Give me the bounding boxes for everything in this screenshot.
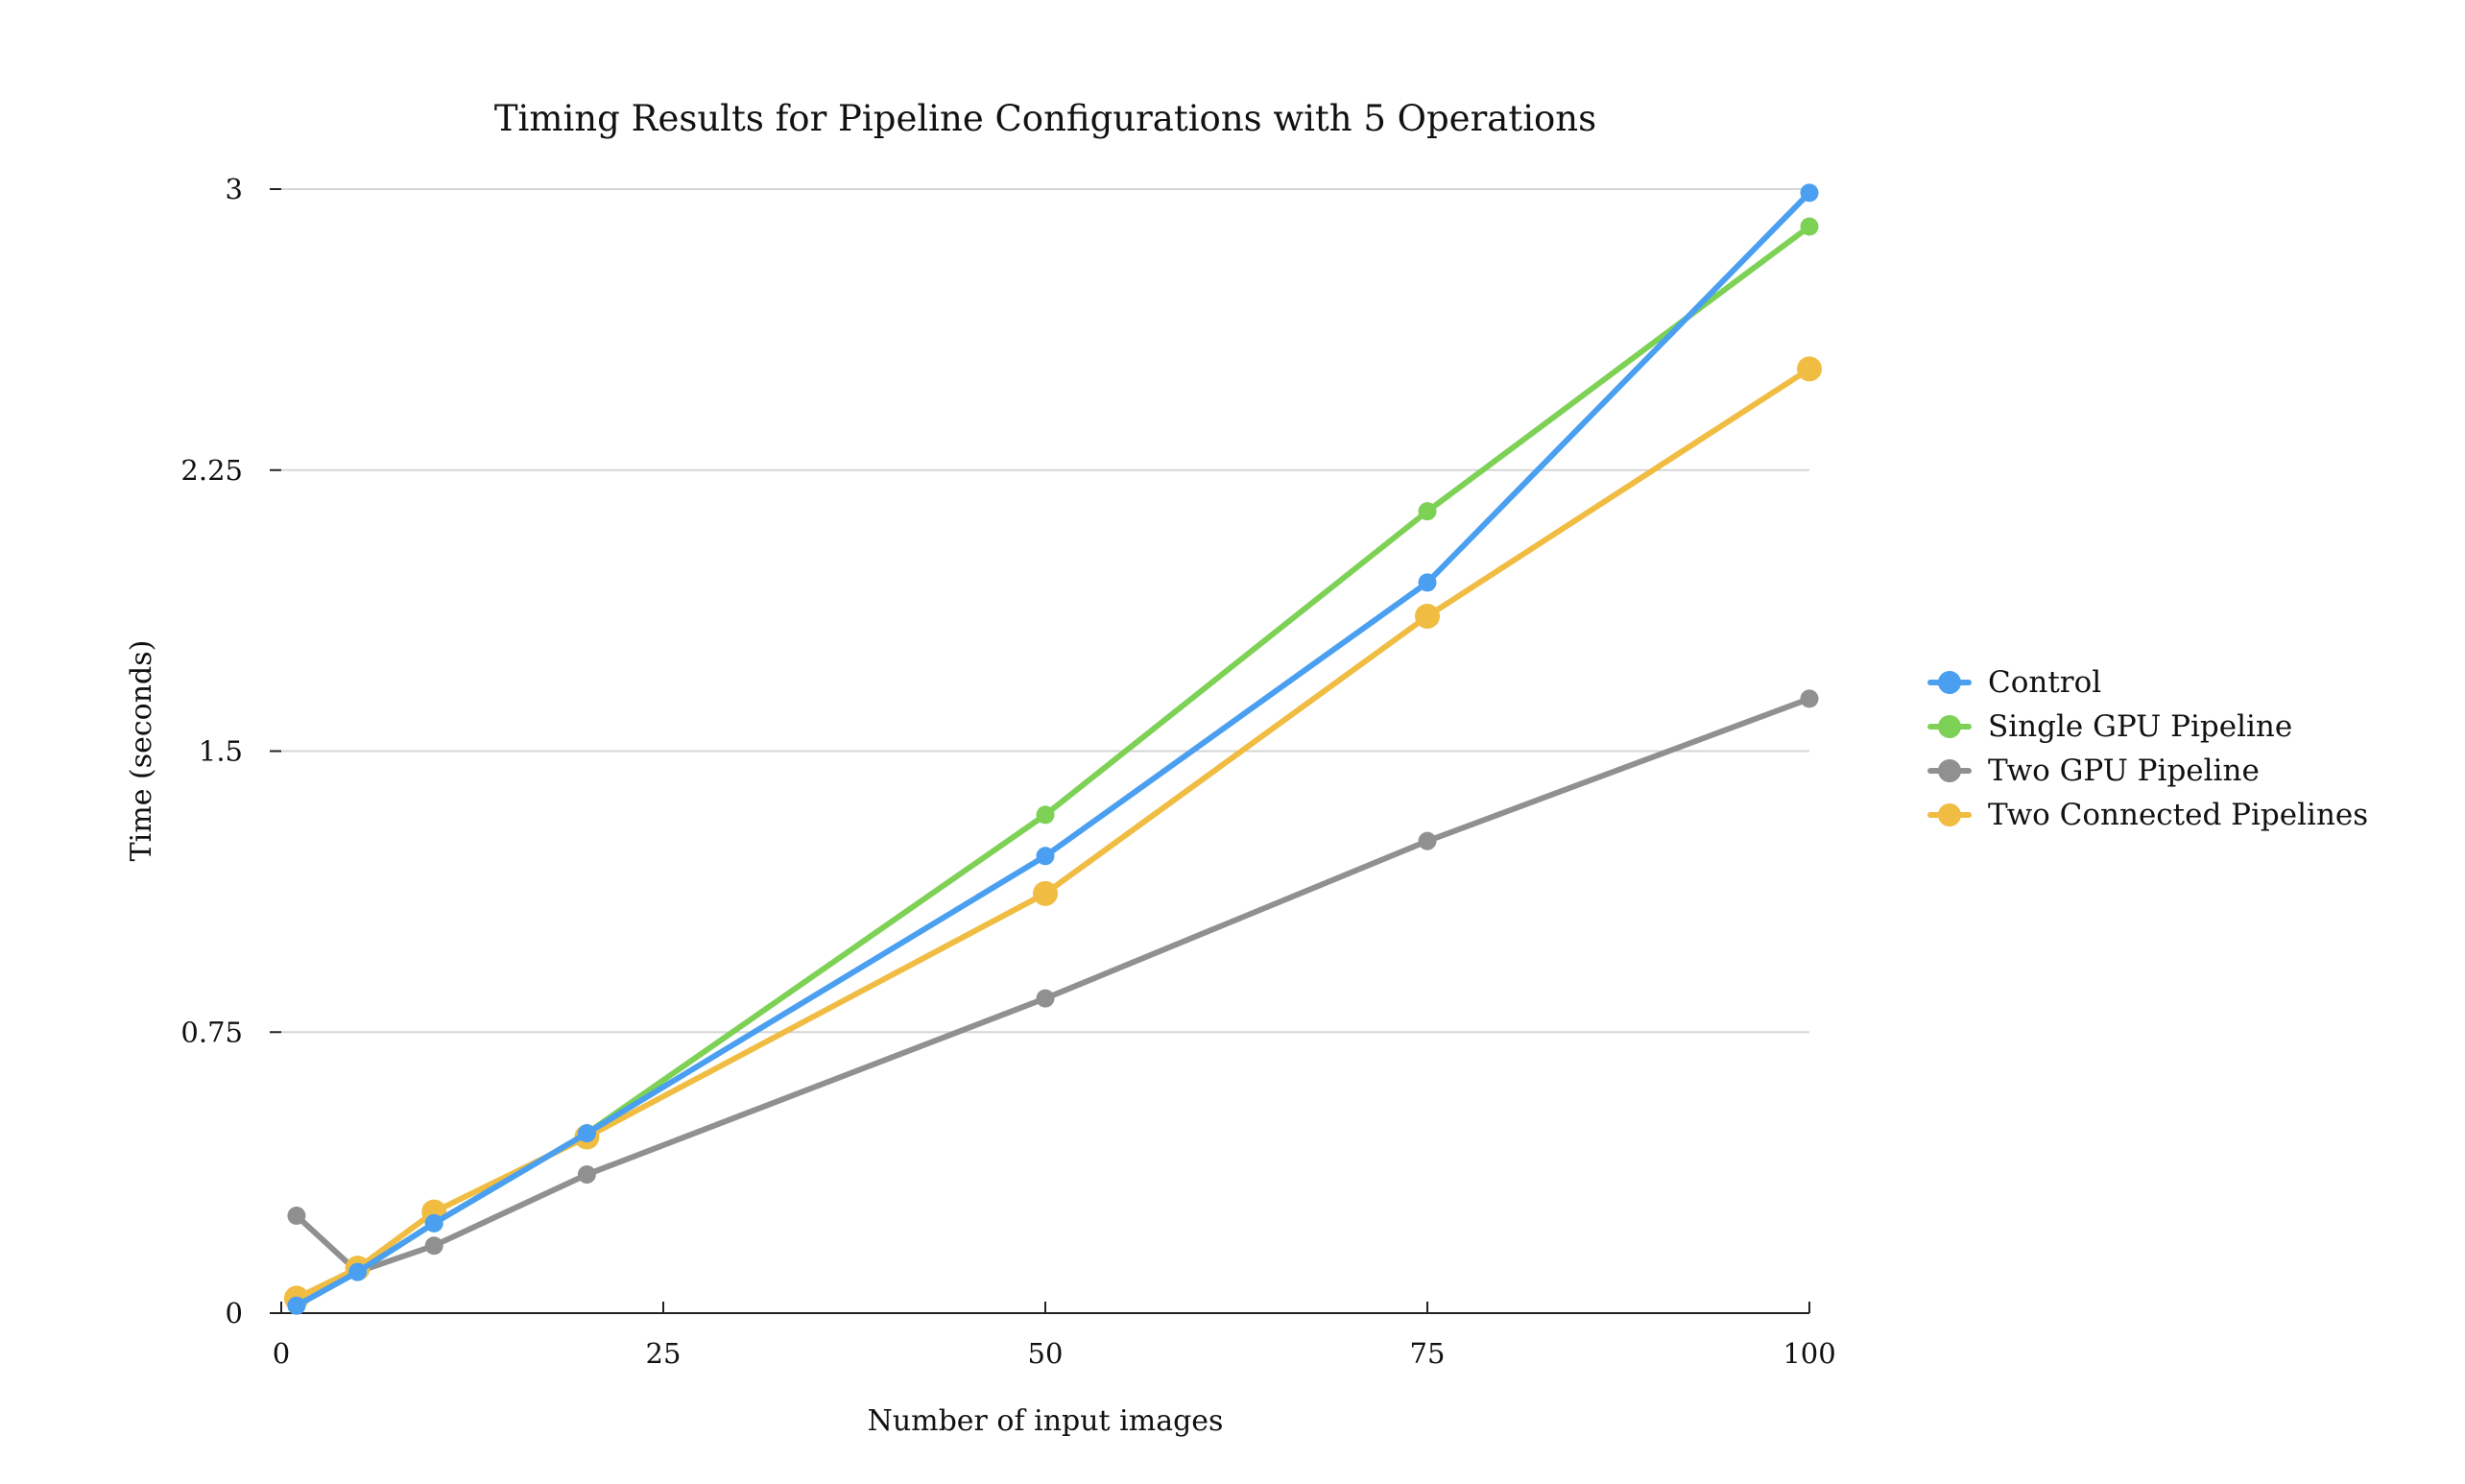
series-line <box>293 189 1812 1309</box>
series-line <box>293 366 1812 1302</box>
series-single-gpu-pipeline <box>287 217 1819 1315</box>
data-point <box>1797 356 1822 382</box>
x-tick-label: 25 <box>646 1337 682 1370</box>
data-point <box>424 1213 443 1233</box>
x-tick-label: 100 <box>1783 1337 1835 1370</box>
data-point <box>1418 573 1437 592</box>
data-point <box>1800 183 1819 203</box>
data-point <box>1800 689 1819 708</box>
legend-marker <box>1938 671 1961 694</box>
series-layer <box>283 183 1822 1315</box>
x-tick-label: 0 <box>273 1337 290 1370</box>
data-point <box>577 1165 596 1185</box>
data-point <box>287 1296 306 1315</box>
series-control <box>287 183 1819 1315</box>
legend-marker <box>1938 759 1961 782</box>
label-layer: Timing Results for Pipeline Configuratio… <box>125 98 1596 1438</box>
legend-label: Two Connected Pipelines <box>1988 798 2368 832</box>
x-tick-label: 75 <box>1410 1337 1446 1370</box>
data-point <box>424 1236 443 1256</box>
data-point <box>1800 217 1819 236</box>
data-point <box>1036 989 1055 1008</box>
legend-label: Two GPU Pipeline <box>1988 754 2260 788</box>
axis-layer: 0 0.75 1.5 2.25 3 0 25 50 75 100 <box>180 173 1835 1370</box>
legend-item: Control <box>1927 665 2101 700</box>
legend-item: Two GPU Pipeline <box>1927 754 2260 788</box>
legend-marker <box>1938 803 1961 826</box>
data-point <box>577 1124 596 1143</box>
y-tick-label: 3 <box>226 173 243 205</box>
legend: Control Single GPU Pipeline Two GPU Pipeli… <box>1927 665 2368 832</box>
series-line <box>293 224 1812 1309</box>
legend-label: Single GPU Pipeline <box>1988 709 2292 744</box>
data-point <box>1418 831 1437 850</box>
x-axis-title: Number of input images <box>868 1404 1224 1438</box>
data-point <box>1036 805 1055 825</box>
data-point <box>1415 603 1440 629</box>
y-tick-label: 0.75 <box>180 1016 243 1048</box>
y-tick-label: 2.25 <box>180 454 243 487</box>
series-two-connected-pipelines <box>283 356 1822 1311</box>
series-line <box>293 695 1812 1276</box>
data-point <box>1418 502 1437 521</box>
y-tick-label: 0 <box>226 1297 243 1329</box>
data-point <box>287 1207 306 1226</box>
legend-marker <box>1938 715 1961 738</box>
grid-layer <box>281 188 1809 1034</box>
legend-label: Control <box>1988 665 2101 700</box>
y-axis-title: Time (seconds) <box>125 640 158 862</box>
data-point <box>1033 880 1058 906</box>
series-two-gpu-pipeline <box>287 689 1819 1281</box>
data-point <box>1036 847 1055 866</box>
y-tick-label: 1.5 <box>199 735 243 768</box>
chart-title: Timing Results for Pipeline Configuratio… <box>494 98 1596 139</box>
legend-item: Single GPU Pipeline <box>1927 709 2292 744</box>
legend-item: Two Connected Pipelines <box>1927 798 2368 832</box>
data-point <box>348 1262 368 1281</box>
x-tick-label: 50 <box>1028 1337 1064 1370</box>
